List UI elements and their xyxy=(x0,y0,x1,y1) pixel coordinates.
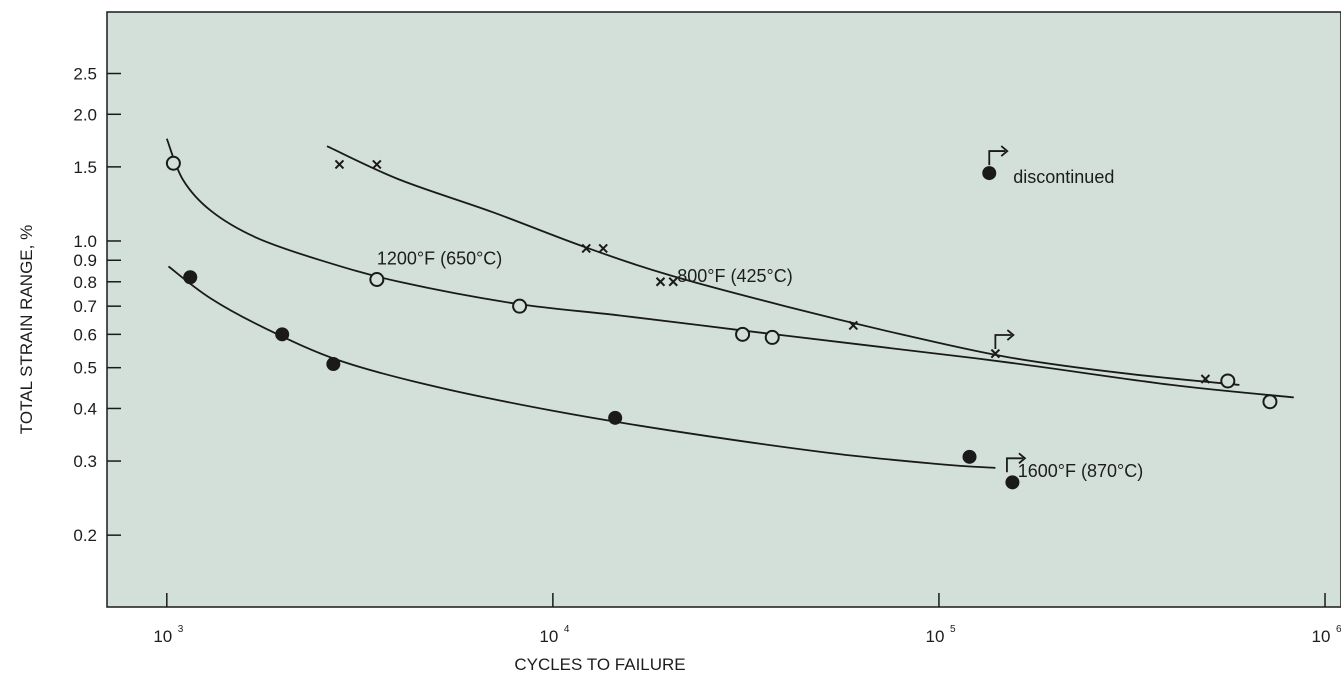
fit-curves xyxy=(165,138,1294,469)
fit-curve xyxy=(165,138,1294,399)
series-label: 1200°F (650°C) xyxy=(377,248,502,268)
filled-circle-marker xyxy=(183,270,198,285)
discontinued-markers: discontinued xyxy=(982,145,1114,473)
x-tick-label: 10 xyxy=(1312,627,1331,646)
open-circle-marker xyxy=(512,298,528,314)
x-marker xyxy=(334,159,345,170)
data-points xyxy=(165,155,1278,490)
open-circle-marker xyxy=(165,155,181,171)
y-tick-label: 2.5 xyxy=(73,65,97,84)
fit-curve xyxy=(167,265,996,469)
x-marker xyxy=(598,243,608,254)
filled-circle-marker xyxy=(982,166,997,181)
run-out-arrow-head xyxy=(1018,452,1027,464)
y-tick-label: 0.9 xyxy=(73,251,97,270)
x-marker xyxy=(372,159,382,170)
y-tick-label: 2.0 xyxy=(73,105,97,124)
y-axis-ticks: 2.5 2.0 1.5 1.00.9 0.8 0.7 0.6 0.5 0.4 0.3 0.2 xyxy=(73,65,121,545)
series-label: 1600°F (870°C) xyxy=(1018,461,1143,481)
y-tick-label: 0.8 xyxy=(73,273,97,292)
x-marker xyxy=(668,277,678,287)
x-marker xyxy=(990,348,1001,359)
filled-circle-marker xyxy=(275,327,290,342)
plot-background xyxy=(106,11,1341,608)
open-circle-marker xyxy=(735,326,751,342)
run-out-arrow-head xyxy=(1006,329,1015,341)
x-tick-exponent: 5 xyxy=(950,624,956,635)
y-tick-label: 0.4 xyxy=(73,399,97,418)
run-out-arrow-line xyxy=(1006,457,1023,473)
x-marker xyxy=(848,320,859,331)
series-labels: 800°F (425°C) 1200°F (650°C) 1600°F (870°C… xyxy=(377,248,1143,481)
x-axis-title: CYCLES TO FAILURE xyxy=(514,655,685,674)
fit-curve xyxy=(326,145,1240,386)
filled-circle-marker xyxy=(608,410,623,425)
x-tick-label: 10 xyxy=(925,627,944,646)
y-tick-label: 1.0 xyxy=(73,232,97,251)
filled-circle-marker xyxy=(326,357,341,372)
x-tick-exponent: 3 xyxy=(178,624,184,635)
x-marker xyxy=(581,243,591,254)
x-tick-exponent: 6 xyxy=(1336,624,1341,635)
x-axis-ticks: 10 3 10 4 10 5 10 6 xyxy=(153,593,1341,646)
y-tick-label: 0.5 xyxy=(73,359,97,378)
discontinued-label: discontinued xyxy=(1013,167,1114,187)
y-tick-label: 0.3 xyxy=(73,452,97,471)
x-tick-label: 10 xyxy=(153,627,172,646)
y-tick-label: 0.7 xyxy=(73,297,97,316)
filled-circle-marker xyxy=(962,449,977,464)
series-label: 800°F (425°C) xyxy=(677,266,792,286)
x-tick-label: 10 xyxy=(539,627,558,646)
y-tick-label: 1.5 xyxy=(73,158,97,177)
run-out-arrow-line xyxy=(988,150,1006,166)
run-out-arrow-head xyxy=(1000,145,1009,157)
x-tick-exponent: 4 xyxy=(564,624,570,635)
filled-circle-marker xyxy=(1005,475,1020,490)
y-axis-title: TOTAL STRAIN RANGE, % xyxy=(17,225,36,434)
y-tick-label: 0.2 xyxy=(73,526,97,545)
x-marker xyxy=(1200,374,1211,384)
open-circle-marker xyxy=(1262,394,1278,410)
x-marker xyxy=(655,277,666,287)
y-tick-label: 0.6 xyxy=(73,325,97,344)
open-circle-marker xyxy=(369,271,385,287)
y-axis-title-group: TOTAL STRAIN RANGE, % xyxy=(17,225,36,434)
open-circle-marker xyxy=(1220,373,1236,389)
run-out-arrow-line xyxy=(994,334,1012,350)
open-circle-marker xyxy=(764,329,780,345)
